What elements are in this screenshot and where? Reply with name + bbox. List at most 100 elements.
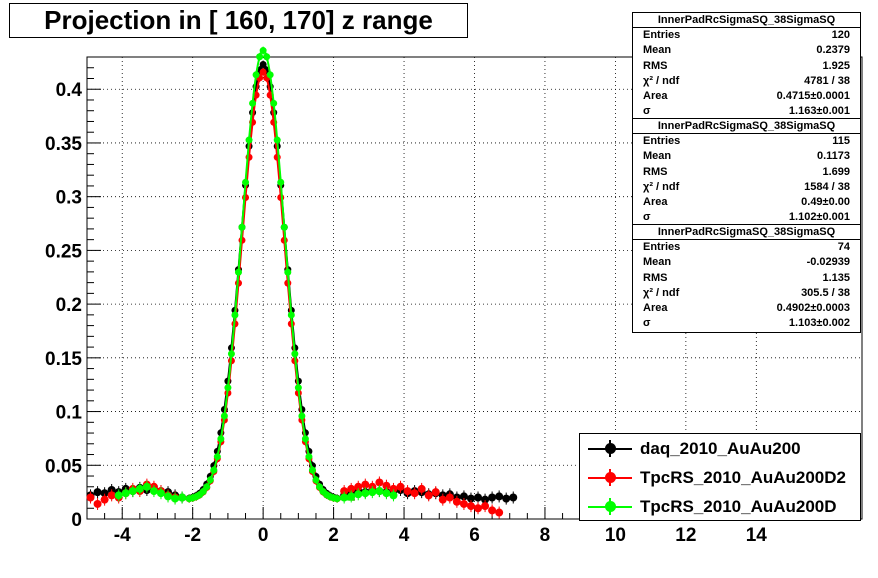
data-point	[481, 502, 490, 511]
data-point	[259, 61, 267, 69]
data-point	[396, 482, 405, 491]
stats-key: Area	[643, 90, 668, 103]
y-tick-label: 0.35	[45, 134, 82, 155]
series-2	[114, 46, 398, 505]
stats-row: χ² / ndf 4781 / 38	[633, 74, 860, 89]
stats-row: χ² / ndf 305.5 / 38	[633, 286, 860, 301]
stats-box-title: InnerPadRcSigmaSQ_38SigmaSQ	[633, 225, 860, 240]
data-point	[438, 495, 447, 504]
stats-value: 74	[837, 241, 850, 253]
data-point	[164, 492, 173, 501]
data-point	[227, 350, 235, 358]
legend-marker	[605, 501, 616, 512]
data-point	[93, 488, 102, 497]
data-point	[474, 504, 483, 513]
stats-key: Entries	[643, 29, 681, 41]
x-tick-label: 4	[399, 525, 410, 546]
stats-row: Area 0.4715±0.0001	[633, 89, 860, 104]
y-tick-label: 0	[71, 510, 82, 531]
data-point	[340, 487, 349, 496]
stats-row: χ² / ndf 1584 / 38	[633, 180, 860, 195]
data-point	[382, 481, 391, 490]
legend-label: daq_2010_AuAu200	[640, 438, 801, 458]
data-point	[121, 489, 130, 498]
stats-row: Mean 0.2379	[633, 43, 860, 58]
y-tick-label: 0.15	[45, 349, 82, 370]
stats-key: χ² / ndf	[643, 74, 680, 87]
data-point	[308, 466, 316, 474]
legend-marker	[605, 472, 616, 483]
stats-value: 4781 / 38	[804, 74, 850, 87]
stats-value: 120	[831, 29, 850, 41]
stats-key: σ	[643, 211, 651, 224]
x-tick-label: 10	[605, 525, 626, 546]
data-point	[259, 68, 267, 76]
data-point	[86, 493, 95, 502]
data-point	[403, 487, 412, 496]
stats-value: 0.49±0.00	[801, 196, 850, 209]
stats-value: -0.02939	[806, 256, 850, 269]
data-point	[171, 494, 180, 503]
stats-key: Area	[643, 196, 668, 209]
stats-row: σ 1.103±0.002	[633, 316, 860, 331]
data-point	[273, 136, 281, 144]
legend-marker	[605, 443, 616, 454]
legend-swatch-d	[580, 492, 640, 521]
legend: daq_2010_AuAu200 TpcRS_2010_AuAu200D2 Tp…	[579, 433, 861, 521]
stats-key: χ² / ndf	[643, 286, 680, 299]
data-point	[128, 487, 137, 496]
data-point	[220, 412, 228, 420]
data-point	[156, 489, 165, 498]
data-point	[206, 476, 214, 484]
data-point	[459, 499, 468, 508]
stats-key: Mean	[643, 256, 672, 269]
data-point	[445, 493, 454, 502]
stats-value: 0.2379	[816, 44, 850, 57]
data-point	[474, 493, 483, 502]
x-tick-label: -2	[184, 525, 201, 546]
y-tick-label: 0.1	[56, 403, 83, 424]
data-point	[340, 493, 349, 502]
data-point	[354, 490, 363, 499]
legend-entry-d: TpcRS_2010_AuAu200D	[580, 492, 860, 521]
stats-key: Area	[643, 302, 668, 315]
data-point	[488, 506, 497, 515]
data-point	[375, 487, 384, 496]
legend-swatch-daq	[580, 434, 640, 463]
stats-value: 0.1173	[816, 150, 850, 163]
data-point	[217, 435, 225, 443]
stats-row: RMS 1.925	[633, 59, 860, 74]
stats-value: 115	[832, 135, 850, 147]
y-tick-label: 0.25	[45, 241, 82, 262]
x-tick-label: 12	[675, 525, 696, 546]
stats-value: 1.925	[822, 59, 850, 72]
data-point	[224, 384, 232, 392]
data-point	[107, 491, 116, 500]
data-point	[277, 178, 285, 186]
data-point	[382, 489, 391, 498]
stats-value: 305.5 / 38	[801, 286, 850, 299]
data-point	[270, 99, 278, 107]
y-tick-label: 0.3	[56, 188, 82, 209]
data-point	[234, 268, 242, 276]
data-point	[417, 484, 426, 493]
x-tick-label: -4	[114, 525, 131, 546]
stats-box-title: InnerPadRcSigmaSQ_38SigmaSQ	[633, 119, 860, 134]
stats-row: Entries 74	[633, 240, 860, 255]
x-tick-label: 8	[540, 525, 551, 546]
y-tick-label: 0.2	[56, 295, 82, 316]
data-point	[252, 71, 260, 79]
stats-row: Entries 120	[633, 28, 860, 43]
stats-value: 1584 / 38	[804, 180, 850, 193]
x-tick-label: 6	[469, 525, 480, 546]
data-point	[347, 492, 356, 501]
stats-key: RMS	[643, 165, 668, 178]
chart-title: Projection in [ 160, 170] z range	[9, 3, 468, 38]
stats-value: 0.4715±0.0001	[776, 90, 850, 103]
x-tick-label: 2	[328, 525, 339, 546]
data-point	[301, 435, 309, 443]
stats-box: InnerPadRcSigmaSQ_38SigmaSQ Entries 120 Mea…	[632, 12, 861, 121]
data-series	[86, 46, 518, 519]
y-tick-label: 0.05	[45, 456, 82, 477]
axis-tick-labels: -4 -2 0 2 4 6 8 10 12 14 0 0.05 0.1 0.15 0.2 0.25 0.3 0.3…	[45, 80, 767, 546]
